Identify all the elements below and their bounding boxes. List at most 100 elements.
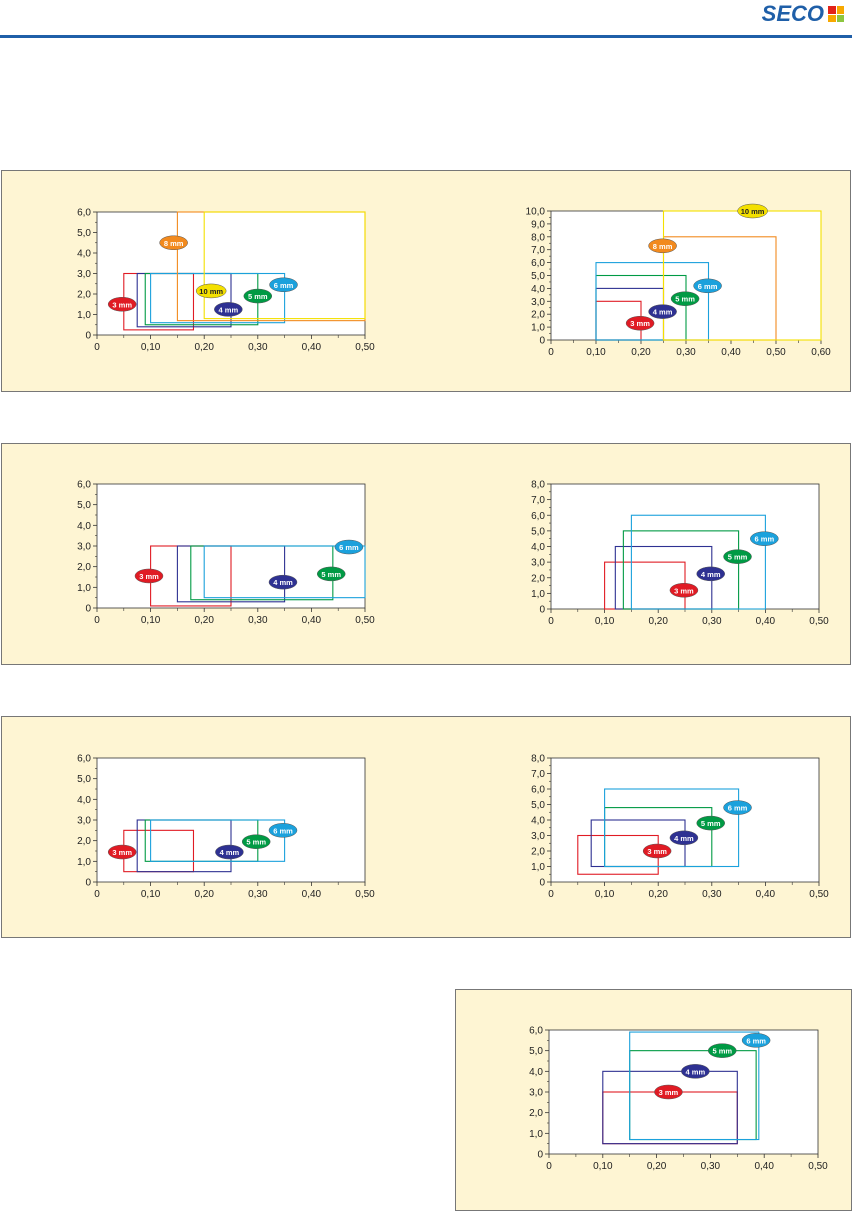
- y-tick-label: 3,0: [531, 297, 545, 308]
- series-label: 5 mm: [246, 838, 266, 847]
- y-tick-label: 8,0: [531, 754, 545, 765]
- series-label-badge: [642, 843, 672, 859]
- y-tick-label: 1,0: [531, 862, 545, 873]
- y-tick-label: 2,0: [531, 310, 545, 321]
- x-tick-label: 0,10: [141, 889, 161, 900]
- y-tick-label: 6,0: [531, 785, 545, 796]
- x-tick-label: 0,10: [593, 1161, 613, 1172]
- y-tick-label: 4,0: [531, 284, 545, 295]
- series-label: 4 mm: [653, 308, 673, 317]
- x-tick-label: 0,40: [756, 889, 776, 900]
- series-label-badge: [107, 844, 137, 860]
- series-label: 4 mm: [701, 570, 721, 579]
- x-tick-label: 0,50: [808, 1161, 828, 1172]
- y-tick-label: 0: [85, 331, 91, 342]
- series-label-badge: [241, 834, 271, 849]
- series-label-badge: [268, 823, 298, 838]
- y-tick-label: 3,0: [531, 558, 545, 569]
- x-tick-label: 0,10: [141, 342, 161, 353]
- logo-square: [836, 6, 844, 14]
- y-tick-label: 2,0: [531, 847, 545, 858]
- y-tick-label: 4,0: [529, 1067, 543, 1078]
- x-tick-label: 0,20: [194, 615, 214, 626]
- x-tick-label: 0,30: [702, 889, 722, 900]
- x-tick-label: 0,50: [355, 615, 375, 626]
- y-tick-label: 0: [85, 604, 91, 615]
- series-label-badge: [195, 283, 227, 299]
- chart-6: 0 1,0 2,0 3,0 4,0 5,0 6,0 7,0 8,0 0 0,10 0,20 0,30 0,…: [531, 754, 829, 901]
- y-tick-label: 2,0: [77, 836, 91, 847]
- chart-panel-2: 0 1,0 2,0 3,0 4,0 5,0 6,0 0 0,10 0,20 0,30 0,40 0,50…: [1, 443, 851, 665]
- range-rect-10mm: [203, 211, 366, 320]
- y-tick-label: 4,0: [77, 795, 91, 806]
- series-label: 4 mm: [674, 834, 694, 843]
- y-tick-label: 5,0: [77, 228, 91, 239]
- series-label-badge: [316, 566, 346, 582]
- series-label: 5 mm: [728, 553, 748, 562]
- x-tick-label: 0: [548, 889, 554, 900]
- x-tick-label: 0,50: [355, 889, 375, 900]
- chart-panel-3: 0 1,0 2,0 3,0 4,0 5,0 6,0 0 0,10 0,20 0,30 0,40 0,50…: [1, 716, 851, 938]
- x-tick-label: 0,10: [141, 615, 161, 626]
- logo-square: [828, 6, 836, 14]
- range-rect-6mm: [150, 819, 286, 862]
- y-tick-label: 8,0: [531, 480, 545, 491]
- x-tick-label: 0,30: [248, 889, 268, 900]
- y-tick-label: 1,0: [77, 310, 91, 321]
- chart-3: 0 1,0 2,0 3,0 4,0 5,0 6,0 0 0,10 0,20 0,30 0,40 0,50…: [77, 480, 375, 627]
- chart-5: 0 1,0 2,0 3,0 4,0 5,0 6,0 0 0,10 0,20 0,30 0,40 0,50…: [77, 754, 375, 901]
- series-label: 3 mm: [139, 572, 159, 581]
- series-label: 3 mm: [647, 847, 667, 856]
- y-tick-label: 4,0: [531, 816, 545, 827]
- range-rect-6mm: [604, 788, 740, 868]
- y-tick-label: 2,0: [531, 573, 545, 584]
- y-tick-label: 6,0: [77, 480, 91, 491]
- series-label: 4 mm: [220, 848, 240, 857]
- series-label: 5 mm: [675, 295, 695, 304]
- series-label-badge: [654, 1084, 683, 1100]
- y-tick-label: 7,0: [531, 245, 545, 256]
- series-label-badge: [696, 815, 725, 831]
- y-tick-label: 5,0: [529, 1046, 543, 1057]
- x-tick-label: 0: [548, 347, 554, 358]
- series-label-badge: [625, 315, 655, 331]
- x-tick-label: 0,10: [586, 347, 606, 358]
- x-tick-label: 0,60: [811, 347, 831, 358]
- series-label: 6 mm: [698, 282, 718, 291]
- y-tick-label: 1,0: [77, 857, 91, 868]
- series-label-badge: [648, 304, 677, 319]
- x-tick-label: 0,40: [302, 342, 322, 353]
- y-tick-label: 2,0: [77, 290, 91, 301]
- y-tick-label: 3,0: [77, 816, 91, 827]
- range-rect-6mm: [629, 1031, 760, 1141]
- series-label-badge: [215, 844, 244, 860]
- y-tick-label: 6,0: [531, 511, 545, 522]
- y-tick-label: 5,0: [531, 800, 545, 811]
- y-tick-label: 6,0: [531, 258, 545, 269]
- y-tick-label: 3,0: [529, 1088, 543, 1099]
- series-label-badge: [670, 291, 700, 306]
- x-tick-label: 0,20: [648, 616, 668, 627]
- x-tick-label: 0,30: [248, 342, 268, 353]
- series-label-badge: [696, 566, 725, 582]
- series-label-badge: [669, 830, 699, 846]
- series-label: 6 mm: [339, 543, 359, 552]
- y-tick-label: 3,0: [77, 542, 91, 553]
- series-label: 6 mm: [755, 535, 775, 544]
- x-tick-label: 0,20: [631, 347, 651, 358]
- x-tick-label: 0,50: [355, 342, 375, 353]
- series-label-badge: [214, 302, 243, 317]
- x-tick-label: 0: [94, 889, 100, 900]
- series-label-badge: [269, 277, 298, 293]
- y-tick-label: 10,0: [526, 207, 546, 218]
- series-label: 5 mm: [712, 1047, 732, 1056]
- y-tick-label: 0: [539, 878, 545, 889]
- y-tick-label: 6,0: [77, 208, 91, 219]
- series-label-badge: [334, 539, 364, 555]
- series-label-badge: [723, 800, 752, 815]
- x-tick-label: 0,40: [302, 889, 322, 900]
- x-tick-label: 0,20: [648, 889, 668, 900]
- logo-text: SECO: [761, 1, 824, 26]
- x-tick-label: 0,30: [701, 1161, 721, 1172]
- series-label: 6 mm: [728, 804, 748, 813]
